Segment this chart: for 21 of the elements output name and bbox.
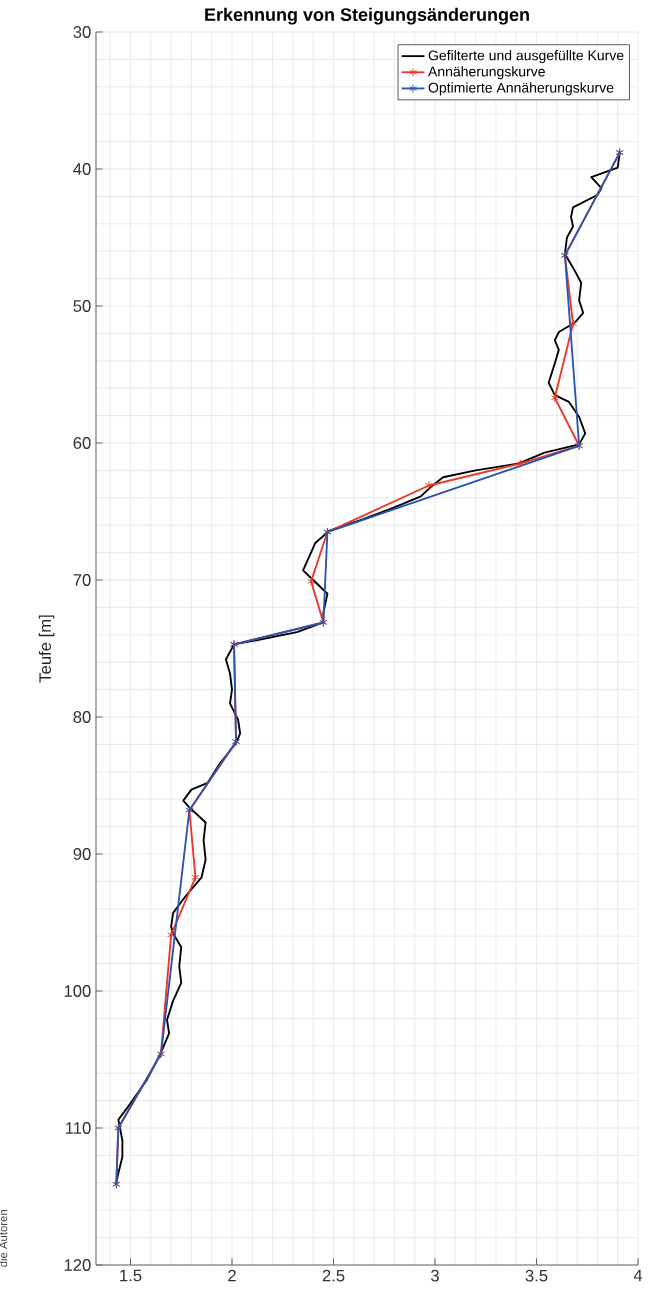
legend-label: Annäherungskurve [428, 66, 545, 80]
y-tick-label: 40 [73, 163, 91, 175]
y-tick-label: 90 [73, 848, 91, 860]
y-axis-title: Teufe [m] [38, 615, 55, 683]
y-tick-label: 110 [65, 1122, 91, 1134]
legend-label: Optimierte Annäherungskurve [428, 82, 614, 96]
y-tick-label: 50 [73, 300, 91, 312]
y-tick-label: 30 [73, 26, 91, 38]
chart-title: Erkennung von Steigungsänderungen [205, 7, 529, 25]
y-tick-label: 60 [73, 437, 91, 449]
x-tick-label: 4 [633, 1269, 643, 1282]
x-tick-label: 1.5 [120, 1269, 142, 1282]
x-tick-label: 2.5 [322, 1269, 345, 1282]
x-tick-label: 2 [228, 1269, 236, 1282]
x-tick-label: 3.5 [525, 1269, 548, 1282]
y-tick-label: 100 [64, 985, 91, 997]
x-tick-label: 3 [431, 1269, 439, 1282]
y-tick-label: 80 [73, 711, 91, 723]
legend-label: Gefilterte und ausgefüllte Kurve [428, 50, 624, 64]
y-tick-label: 70 [73, 574, 91, 586]
y-tick-label: 120 [64, 1259, 91, 1271]
